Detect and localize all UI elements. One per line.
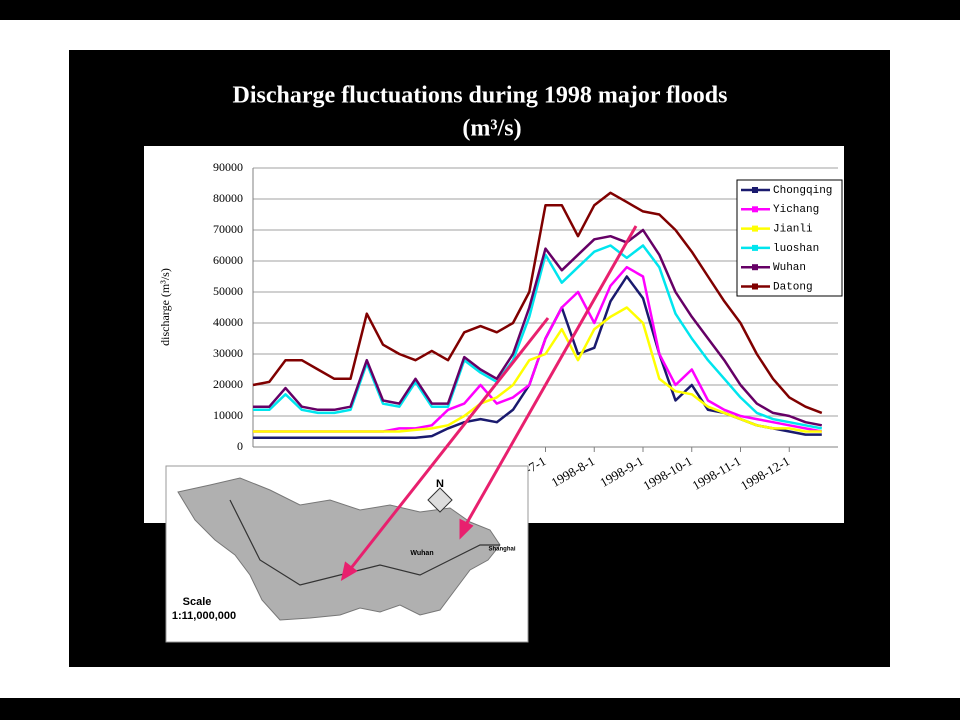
legend-marker — [752, 244, 758, 251]
arrow-head — [340, 561, 358, 582]
legend-label: Yichang — [773, 204, 819, 216]
arrows — [340, 225, 638, 582]
arrow-head — [459, 518, 474, 540]
y-tick-label: 0 — [237, 439, 243, 453]
legend-label: luoshan — [773, 243, 819, 255]
legend-marker — [752, 206, 758, 213]
map: N Scale 1:11,000,000 Wuhan Shanghai — [165, 465, 529, 643]
chart-title: Discharge fluctuations during 1998 major… — [233, 83, 728, 109]
legend-marker — [752, 225, 758, 232]
series-line — [253, 228, 823, 427]
north-label: N — [436, 478, 444, 490]
y-tick-label: 30000 — [213, 346, 243, 360]
legend-label: Wuhan — [773, 262, 806, 274]
y-tick-label: 10000 — [213, 408, 243, 422]
basin-shape — [177, 477, 501, 621]
y-tick-label: 80000 — [213, 191, 243, 205]
legend-label: Datong — [773, 281, 813, 293]
y-tick-label: 60000 — [213, 253, 243, 267]
y-axis-label: discharge (m³/s) — [158, 268, 172, 346]
legend-marker — [752, 283, 758, 290]
scale-label: Scale — [183, 596, 212, 608]
bottom-bar — [0, 698, 960, 720]
legend: Chongqing Yichang Jianli luoshan Wuhan Datong — [736, 179, 843, 297]
y-tick-label: 20000 — [213, 377, 243, 391]
legend-label: Chongqing — [773, 185, 832, 197]
legend-label: Jianli — [773, 224, 813, 236]
chart-subtitle: (m³/s) — [462, 116, 521, 142]
y-tick-label: 70000 — [213, 222, 243, 236]
y-tick-label: 50000 — [213, 284, 243, 298]
legend-marker — [752, 187, 758, 193]
series-line — [253, 306, 822, 433]
arrow — [346, 317, 550, 573]
legend-marker — [752, 264, 758, 271]
legend-box — [736, 179, 843, 297]
scale-value: 1:11,000,000 — [172, 610, 236, 622]
series-line — [252, 191, 823, 415]
series-line — [253, 244, 823, 430]
compass — [427, 487, 453, 513]
top-bar — [0, 0, 960, 20]
y-tick-label: 90000 — [213, 160, 243, 174]
city-label: Shanghai — [488, 547, 515, 553]
river — [229, 499, 500, 586]
chart-panel — [144, 146, 844, 523]
city-label: Wuhan — [410, 550, 433, 557]
y-tick-label: 40000 — [213, 315, 243, 329]
arrow — [462, 225, 638, 529]
